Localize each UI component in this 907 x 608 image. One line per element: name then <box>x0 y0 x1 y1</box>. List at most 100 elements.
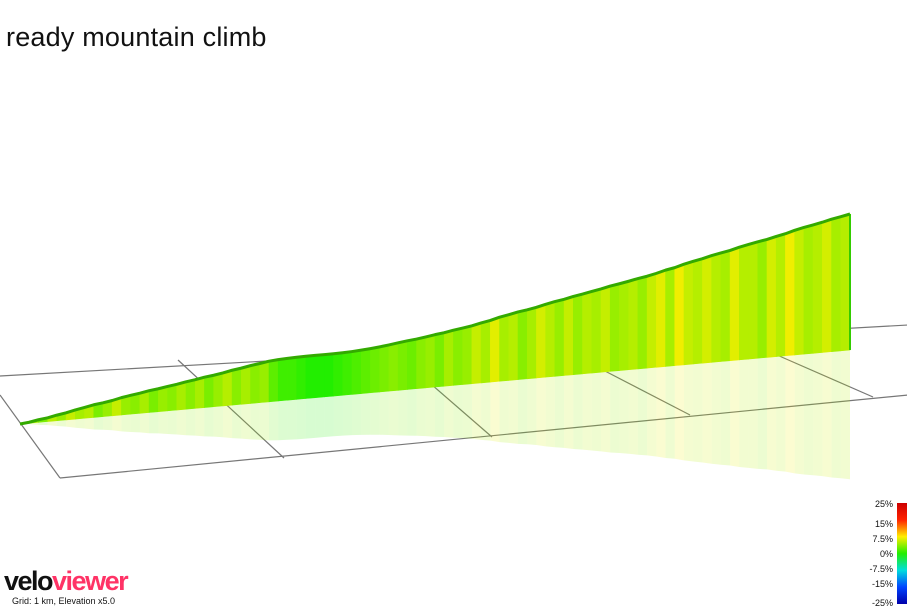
profile-segment <box>305 355 316 399</box>
legend-label-0: 0% <box>879 549 893 559</box>
reflection-segment <box>767 356 777 471</box>
reflection-segment <box>665 365 675 459</box>
reflection-segment <box>656 366 666 458</box>
reflection-segment <box>518 378 528 445</box>
reflection-segment <box>490 381 500 443</box>
profile-segment <box>453 327 463 386</box>
profile-segment <box>176 381 187 411</box>
reflection-segment <box>647 367 657 457</box>
reflection-segment <box>582 373 592 451</box>
profile-segment <box>213 372 224 408</box>
profile-segment <box>785 229 795 357</box>
reflection-segment <box>56 419 67 427</box>
gradient-legend-bar <box>897 503 907 604</box>
legend-label-neg-25: -25% <box>871 598 893 608</box>
reflection-segment <box>158 410 168 435</box>
reflection-segment <box>840 350 850 480</box>
reflection-segment <box>315 396 325 438</box>
reflection-segment <box>84 417 94 430</box>
reflection-segment <box>278 400 288 441</box>
reflection-segment <box>785 354 795 474</box>
profile-reflection <box>20 350 850 480</box>
reflection-segment <box>139 412 150 434</box>
reflection-segment <box>370 391 380 435</box>
profile-segment <box>370 346 380 394</box>
reflection-segment <box>296 398 306 440</box>
profile-segment <box>646 272 657 369</box>
profile-segment <box>692 258 703 365</box>
profile-segment <box>434 332 445 388</box>
profile-segment <box>609 283 620 372</box>
reflection-segment <box>167 410 177 435</box>
veloviewer-logo[interactable]: veloviewer <box>4 566 129 596</box>
profile-segment <box>702 255 712 364</box>
reflection-segment <box>305 397 316 439</box>
reflection-segment <box>287 399 297 440</box>
reflection-segment <box>794 354 804 475</box>
profile-segment <box>526 306 537 380</box>
reflection-segment <box>416 387 426 437</box>
reflection-segment <box>720 360 731 466</box>
profile-segment <box>388 342 399 392</box>
reflection-segment <box>176 409 186 436</box>
profile-segment <box>536 303 546 379</box>
profile-segment <box>803 224 814 355</box>
reflection-segment <box>407 388 417 436</box>
profile-segment <box>775 233 786 357</box>
profile-segment <box>241 365 251 405</box>
reflection-segment <box>757 357 767 470</box>
reflection-segment <box>195 407 205 437</box>
profile-segment <box>185 379 196 410</box>
profile-segment <box>231 367 242 406</box>
profile-segment <box>794 227 805 356</box>
profile-segment <box>600 285 611 373</box>
reflection-segment <box>471 382 482 440</box>
reflection-segment <box>803 353 814 476</box>
profile-segment <box>831 216 842 352</box>
grid-line <box>0 394 61 479</box>
reflection-segment <box>324 396 334 438</box>
profile-segment <box>508 311 519 381</box>
profile-segment <box>812 221 823 354</box>
profile-segment <box>167 383 178 412</box>
profile-segment <box>840 213 851 352</box>
profile-segment <box>148 388 159 413</box>
reflection-segment <box>739 359 749 468</box>
profile-segment <box>582 291 593 375</box>
reflection-segment <box>674 364 684 461</box>
profile-segment <box>250 363 261 404</box>
reflection-segment <box>342 394 352 436</box>
reflection-segment <box>47 420 57 427</box>
profile-segment <box>333 352 344 397</box>
reflection-segment <box>379 391 389 436</box>
legend-label-15: 15% <box>874 519 893 529</box>
profile-segment <box>379 344 390 393</box>
reflection-segment <box>93 416 103 430</box>
grid-note: Grid: 1 km, Elevation x5.0 <box>12 596 116 606</box>
profile-segment <box>748 241 759 360</box>
reflection-segment <box>554 375 565 448</box>
profile-segment <box>545 301 556 378</box>
reflection-segment <box>776 355 786 472</box>
logo-velo: velo <box>4 566 54 596</box>
reflection-segment <box>435 386 445 437</box>
profile-segment <box>490 316 500 383</box>
profile-segment <box>480 320 491 384</box>
logo-viewer: viewer <box>52 566 129 596</box>
profile-segment <box>637 275 648 370</box>
reflection-segment <box>748 358 758 469</box>
reflection-segment <box>610 370 620 454</box>
reflection-segment <box>462 383 472 439</box>
profile-segment <box>471 322 482 385</box>
profile-segment <box>499 314 510 382</box>
reflection-segment <box>204 406 214 437</box>
reflection-segment <box>730 359 740 467</box>
reflection-segment <box>388 390 399 436</box>
reflection-segment <box>499 380 509 443</box>
reflection-segment <box>822 351 832 478</box>
reflection-segment <box>213 405 223 438</box>
profile-segment <box>407 338 417 390</box>
reflection-segment <box>637 368 648 456</box>
reflection-segment <box>130 413 140 433</box>
